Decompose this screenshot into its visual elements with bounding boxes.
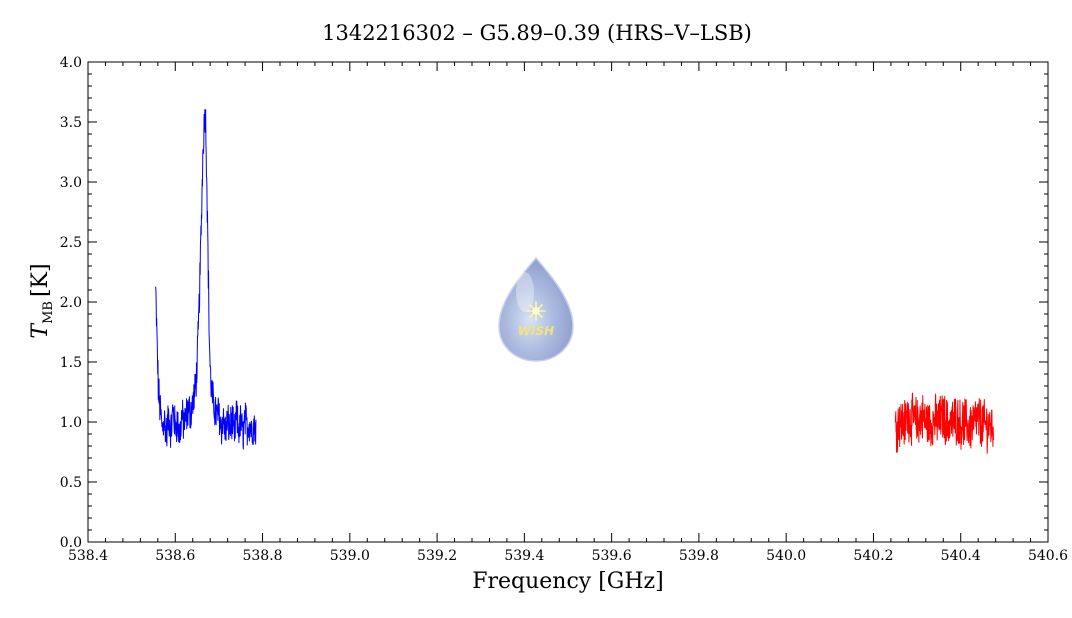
- series-line-red: [894, 392, 994, 454]
- svg-text:TMB[K]: TMB [K]: [28, 263, 56, 338]
- y-axis-label-main: T: [28, 322, 53, 339]
- y-axis-label-unit: [K]: [28, 263, 53, 297]
- ticks-layer: [87, 61, 1049, 543]
- x-tick-label: 539.0: [330, 548, 370, 564]
- x-axis-label: Frequency [GHz]: [472, 569, 664, 594]
- chart-title: 1342216302 – G5.89–0.39 (HRS–V–LSB): [322, 21, 752, 45]
- tick-labels: 538.4 538.6 538.8 539.0 539.2 539.4 539.6 539.8…: [60, 55, 1068, 564]
- plot-frame: [87, 61, 1049, 543]
- series-layer: [155, 109, 994, 454]
- y-tick-label: 0.0: [60, 535, 82, 551]
- y-tick-label: 3.0: [60, 175, 82, 191]
- y-tick-label: 0.5: [60, 475, 82, 491]
- x-tick-label: 539.6: [592, 548, 632, 564]
- x-tick-label: 538.4: [68, 548, 108, 564]
- y-tick-label: 2.0: [60, 295, 82, 311]
- x-tick-label: 540.6: [1028, 548, 1068, 564]
- y-tick-label: 1.5: [60, 355, 82, 371]
- x-tick-label: 539.8: [679, 548, 719, 564]
- wish-logo: WISH: [498, 256, 574, 362]
- x-tick-label: 540.0: [766, 548, 806, 564]
- x-tick-label: 539.4: [504, 548, 544, 564]
- drop-highlight-icon: [516, 272, 534, 312]
- plot-area: WISH: [87, 61, 1049, 543]
- star-core-icon: [532, 307, 540, 315]
- x-tick-label: 540.2: [853, 548, 893, 564]
- series-line-blue: [155, 109, 257, 450]
- x-tick-label: 539.2: [417, 548, 457, 564]
- y-tick-label: 4.0: [60, 55, 82, 71]
- wish-logo-text: WISH: [518, 324, 554, 338]
- x-tick-label: 538.8: [242, 548, 282, 564]
- x-tick-label: 538.6: [155, 548, 195, 564]
- x-tick-label: 540.4: [941, 548, 981, 564]
- y-axis-label-sub: MB: [41, 301, 56, 324]
- y-tick-label: 3.5: [60, 115, 82, 131]
- y-axis-label: TMB [K]: [28, 263, 56, 338]
- y-tick-label: 1.0: [60, 415, 82, 431]
- y-tick-label: 2.5: [60, 235, 82, 251]
